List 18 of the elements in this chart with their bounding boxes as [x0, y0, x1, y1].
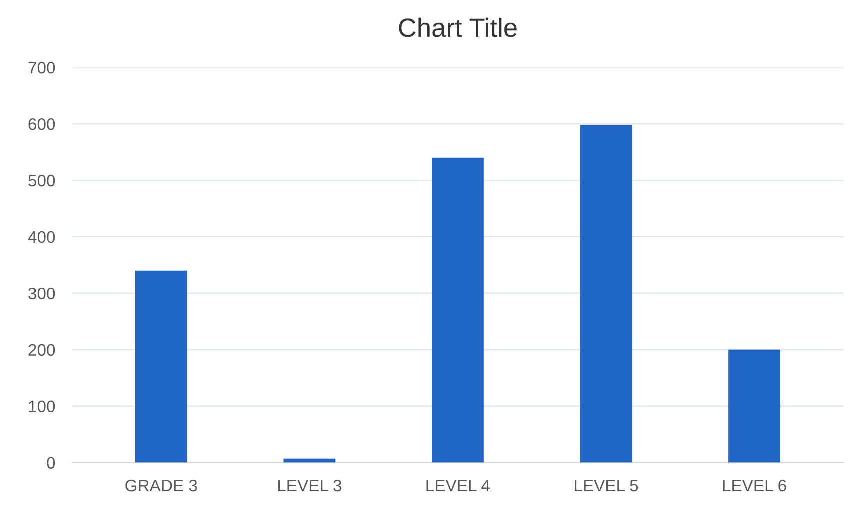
y-tick-label: 600 — [28, 118, 56, 130]
y-tick-label: 700 — [28, 62, 56, 74]
x-tick-label: LEVEL 6 — [723, 480, 786, 492]
bar — [135, 270, 188, 463]
bar — [728, 350, 780, 463]
y-tick-label: 300 — [28, 288, 56, 300]
y-tick-label: 0 — [47, 457, 56, 470]
bar — [432, 158, 484, 463]
x-tick-label: GRADE 3 — [126, 480, 198, 492]
x-tick-label: LEVEL 5 — [575, 480, 638, 492]
chart-title: Chart Title — [399, 18, 517, 38]
y-tick-label: 200 — [28, 344, 56, 356]
x-tick-label: LEVEL 3 — [278, 480, 342, 492]
y-tick-label: 500 — [28, 174, 56, 187]
bar — [580, 125, 632, 463]
y-tick-label: 400 — [28, 231, 56, 244]
x-tick-label: LEVEL 4 — [426, 480, 490, 492]
y-tick-label: 100 — [29, 400, 56, 413]
